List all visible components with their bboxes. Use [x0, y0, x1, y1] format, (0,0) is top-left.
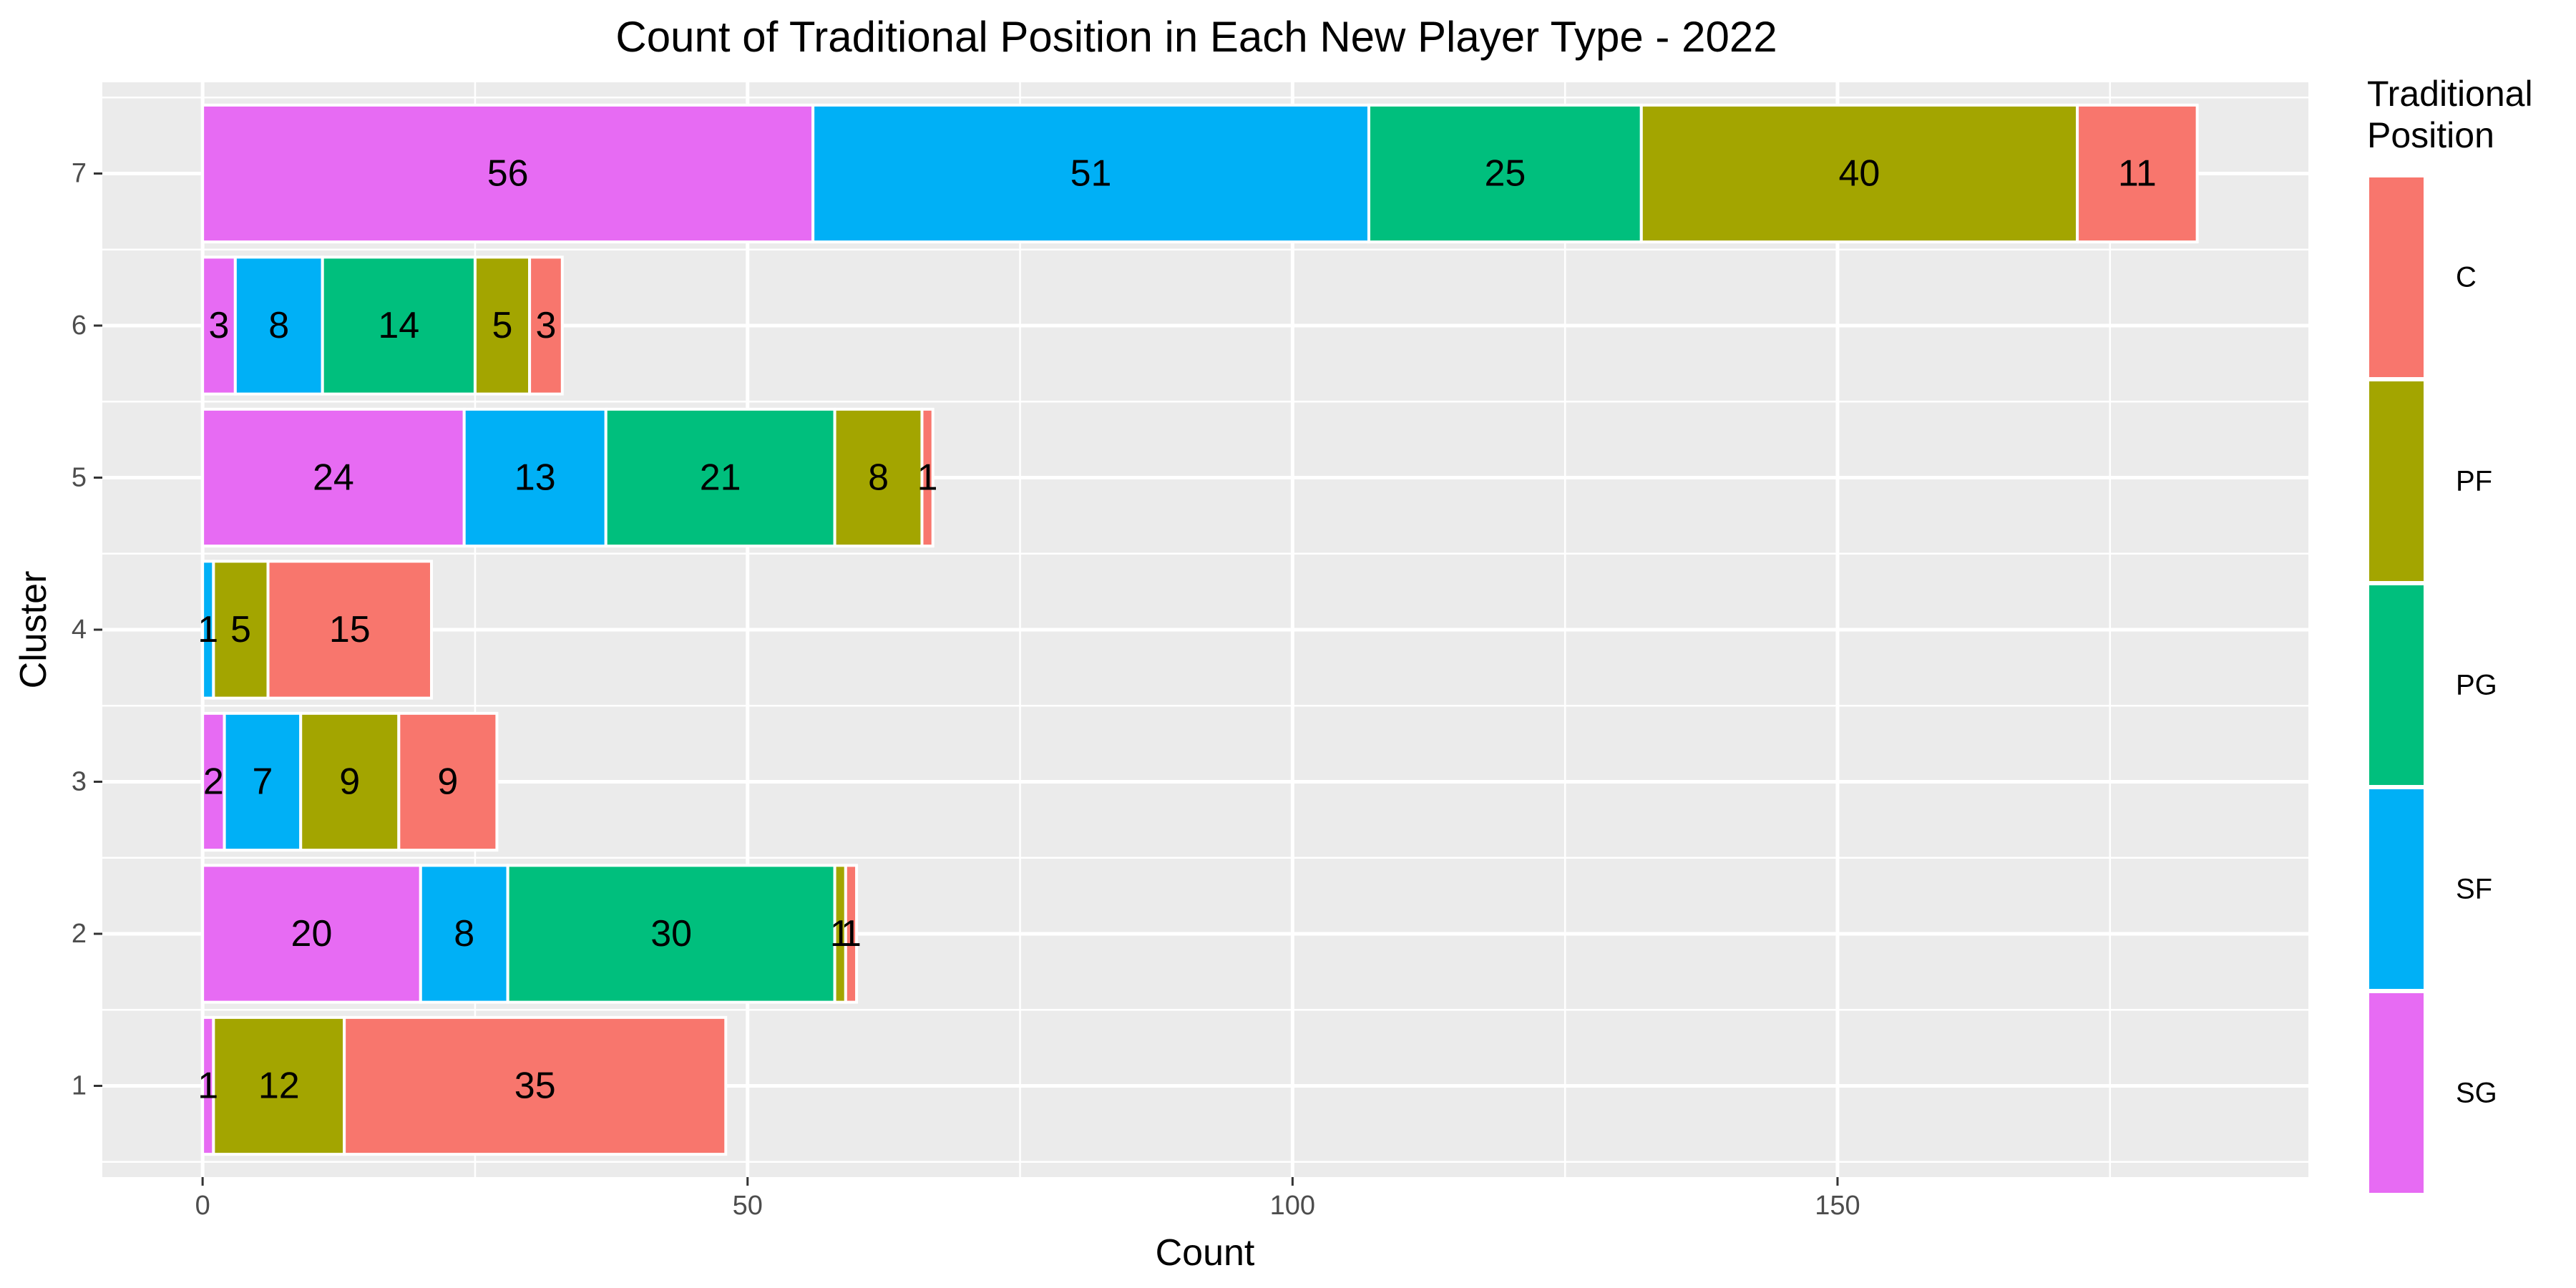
bar-segment [343, 1015, 728, 1156]
x-tick-label: 50 [733, 1191, 763, 1221]
legend-key-sg [2365, 989, 2428, 1197]
legend-title: Position [2367, 115, 2494, 155]
legend-key-pg [2365, 581, 2428, 789]
bar-value-label: 1 [841, 913, 862, 955]
y-axis: 1 2 3 4 5 6 7 [72, 159, 102, 1101]
bar-value-label: 40 [1839, 153, 1880, 195]
y-axis-title: Cluster [13, 571, 54, 689]
legend-label: SG [2456, 1078, 2497, 1109]
bar-value-label: 2 [203, 761, 224, 803]
y-tick-label: 7 [72, 159, 87, 189]
bar-segment [321, 255, 477, 396]
bar-value-label: 8 [268, 305, 289, 346]
bar-value-label: 30 [650, 913, 692, 955]
bar-value-label: 1 [197, 1065, 218, 1107]
x-axis-title: Count [1156, 1232, 1255, 1274]
bar-value-label: 3 [209, 305, 230, 346]
bar-value-label: 9 [339, 761, 360, 803]
bar-value-label: 13 [514, 457, 556, 499]
bar-segment [397, 711, 499, 852]
bar-segment [844, 864, 859, 1004]
bar-segment [1367, 103, 1643, 244]
bar-value-label: 51 [1070, 153, 1112, 195]
bar-value-label: 1 [917, 457, 938, 499]
bar-value-label: 35 [514, 1065, 556, 1107]
y-tick-label: 5 [72, 463, 87, 493]
bar-segment [201, 407, 466, 548]
bar-value-label: 8 [868, 457, 889, 499]
bar-segment [419, 864, 509, 1004]
bars [201, 103, 2199, 1156]
bar-segment [1639, 103, 2079, 244]
bar-segment [528, 255, 564, 396]
x-axis: 0 50 100 150 [195, 1177, 1860, 1221]
legend-label: C [2456, 262, 2477, 293]
bar-value-label: 3 [535, 305, 556, 346]
legend-label: PG [2456, 670, 2497, 701]
y-tick-label: 6 [72, 311, 87, 341]
legend-label: SF [2456, 874, 2492, 905]
x-tick-label: 0 [195, 1191, 210, 1221]
bar-value-label: 24 [313, 457, 354, 499]
bar-value-label: 20 [291, 913, 333, 955]
y-tick-label: 3 [72, 767, 87, 797]
legend-key-sf [2365, 785, 2428, 993]
bar-value-label: 8 [454, 913, 474, 955]
bar-value-label: 1 [830, 913, 851, 955]
bar-segment [506, 864, 836, 1004]
bar-value-label: 5 [492, 305, 513, 346]
legend-title: Traditional [2367, 74, 2533, 114]
bar-segment [604, 407, 836, 548]
y-tick-label: 4 [72, 615, 87, 645]
bar-segment [811, 103, 1370, 244]
bar-value-label: 1 [197, 609, 218, 650]
legend-label: PF [2456, 466, 2492, 497]
bar-value-label: 14 [378, 305, 419, 346]
bar-value-label: 9 [437, 761, 458, 803]
bar-segment [2076, 103, 2199, 244]
legend-key-pf [2365, 377, 2428, 585]
bar-value-label: 21 [700, 457, 741, 499]
bar-segment [266, 560, 434, 700]
bar-segment [920, 407, 935, 548]
bar-value-label: 15 [329, 609, 371, 650]
y-tick-label: 1 [72, 1071, 87, 1101]
bar-segment [223, 711, 303, 852]
bar-value-label: 7 [252, 761, 273, 803]
bar-value-label: 12 [258, 1065, 300, 1107]
bar-value-label: 25 [1484, 153, 1526, 195]
chart-title: Count of Traditional Position in Each Ne… [615, 13, 1777, 61]
bar-segment [201, 864, 422, 1004]
bar-segment [201, 103, 815, 244]
bar-value-label: 5 [230, 609, 251, 650]
bar-segment [212, 560, 270, 700]
legend-key-c [2365, 173, 2428, 381]
y-tick-label: 2 [72, 919, 87, 949]
x-tick-label: 100 [1270, 1191, 1315, 1221]
bar-value-label: 11 [2118, 153, 2157, 195]
bar-value-label: 56 [487, 153, 529, 195]
bar-segment [833, 407, 924, 548]
x-tick-label: 150 [1815, 1191, 1860, 1221]
bar-segment [233, 255, 324, 396]
